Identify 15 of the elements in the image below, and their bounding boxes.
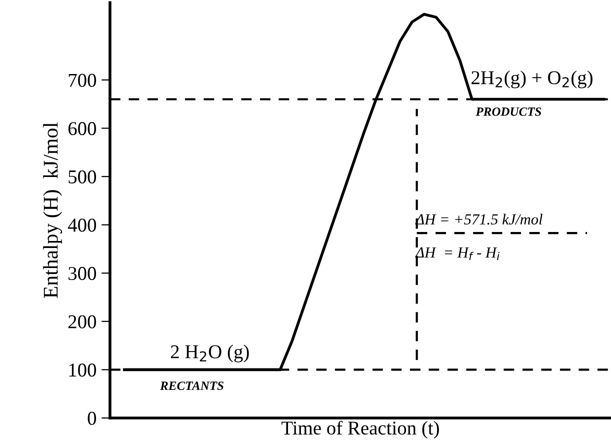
y-tick-label: 500 (68, 170, 96, 184)
annotation: 2 H$_{2}$O (g) (170, 344, 249, 362)
y-tick-label: 400 (68, 218, 96, 232)
y-tick-label: 300 (68, 266, 96, 280)
annotation: ΔH = H$_{f}$ - H$_{i}$ (415, 247, 500, 260)
annotation: RECTANTS (160, 382, 224, 390)
y-tick-label: 100 (69, 364, 96, 377)
y-tick-label: 700 (68, 74, 96, 87)
annotation: 2H$_{2}$(g) + O$_{2}$(g) (472, 70, 592, 88)
y-tick-label: 200 (68, 315, 96, 328)
x-axis-title: Time of Reaction (t) (282, 420, 439, 439)
annotation: PRODUCTS (476, 107, 542, 116)
y-axis-title: Enthalpy (H) kJ/mol (43, 122, 62, 298)
y-tick-label: 600 (68, 122, 96, 136)
y-tick-label: 0 (88, 412, 96, 425)
